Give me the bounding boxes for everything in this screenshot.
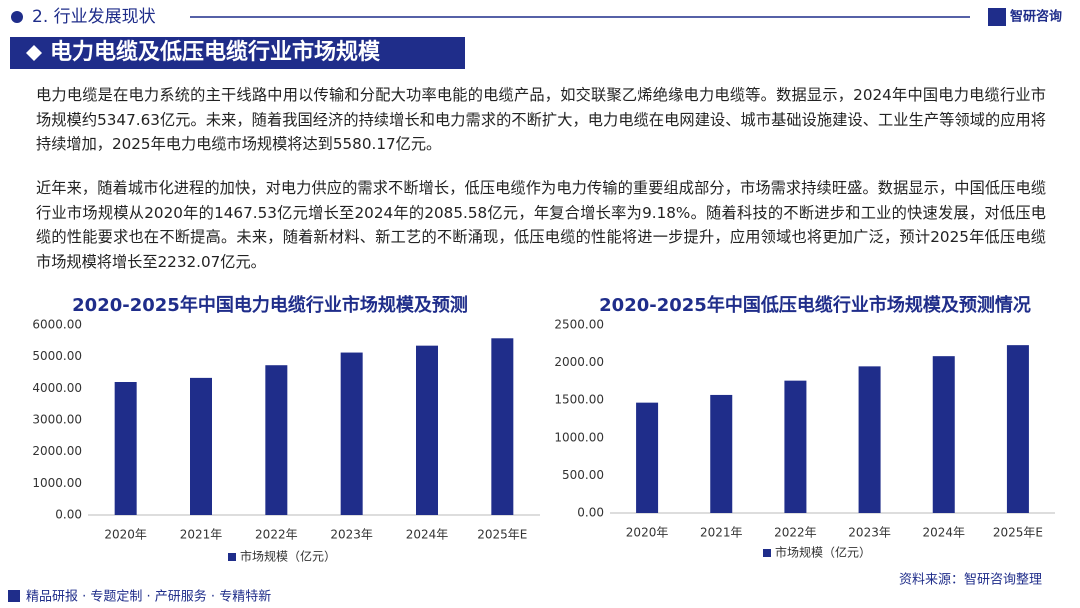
- y-tick-label: 2000.00: [32, 444, 82, 458]
- legend-label: 市场规模（亿元）: [240, 549, 336, 564]
- y-tick-label: 0.00: [55, 508, 82, 522]
- bullet: [11, 11, 23, 23]
- y-tick-label: 1000.00: [554, 430, 604, 444]
- banner: [10, 37, 465, 69]
- x-tick-label: 2021年: [700, 526, 743, 540]
- legend-swatch: [228, 553, 236, 561]
- bar: [491, 338, 514, 515]
- bar: [932, 356, 955, 513]
- y-tick-label: 500.00: [562, 468, 604, 482]
- footer-icon: [8, 590, 20, 602]
- y-tick-label: 2000.00: [554, 355, 604, 369]
- y-tick-label: 1000.00: [32, 476, 82, 490]
- y-tick-label: 3000.00: [32, 413, 82, 427]
- chart-title: 2020-2025年中国电力电缆行业市场规模及预测: [72, 294, 468, 316]
- legend-swatch: [763, 549, 771, 557]
- banner-diamond: [26, 45, 42, 61]
- y-tick-label: 1500.00: [554, 393, 604, 407]
- chart-title: 2020-2025年中国低压电缆行业市场规模及预测情况: [599, 294, 1031, 316]
- x-tick-label: 2021年: [180, 528, 223, 542]
- bar: [190, 377, 212, 515]
- banner-title: 电力电缆及低压电缆行业市场规模: [50, 39, 381, 65]
- paragraph: 近年来，随着城市化进程的加快，对电力供应的需求不断增长，低压电缆作为电力传输的重…: [36, 179, 1046, 271]
- bar: [710, 394, 733, 513]
- source: 资料来源：智研咨询整理: [899, 573, 1042, 588]
- bar: [1006, 345, 1029, 513]
- x-tick-label: 2025年E: [993, 526, 1043, 540]
- footer: 精品研报 · 专题定制 · 产研服务 · 专精特新: [26, 589, 271, 605]
- x-tick-label: 2020年: [626, 526, 669, 540]
- x-tick-label: 2025年E: [477, 528, 527, 542]
- x-tick-label: 2020年: [104, 528, 147, 542]
- logo-icon: [988, 8, 1006, 26]
- y-tick-label: 5000.00: [32, 349, 82, 363]
- y-tick-label: 0.00: [577, 506, 604, 520]
- x-tick-label: 2023年: [330, 528, 373, 542]
- bar: [114, 382, 137, 515]
- paragraph: 电力电缆是在电力系统的主干线路中用以传输和分配大功率电能的电缆产品，如交联聚乙烯…: [36, 86, 1046, 153]
- section-title: 2. 行业发展现状: [32, 7, 156, 27]
- logo-text: 智研咨询: [1010, 9, 1062, 25]
- y-tick-label: 4000.00: [32, 381, 82, 395]
- bar: [416, 345, 438, 515]
- x-tick-label: 2024年: [922, 526, 965, 540]
- legend-label: 市场规模（亿元）: [775, 545, 871, 560]
- bar: [858, 366, 881, 513]
- bar: [784, 380, 807, 513]
- x-tick-label: 2022年: [774, 526, 817, 540]
- x-tick-label: 2023年: [848, 526, 891, 540]
- bar: [636, 402, 659, 513]
- bar: [265, 365, 288, 515]
- x-tick-label: 2022年: [255, 528, 298, 542]
- y-tick-label: 2500.00: [554, 318, 604, 332]
- y-tick-label: 6000.00: [32, 318, 82, 332]
- bar: [340, 352, 363, 515]
- x-tick-label: 2024年: [406, 528, 449, 542]
